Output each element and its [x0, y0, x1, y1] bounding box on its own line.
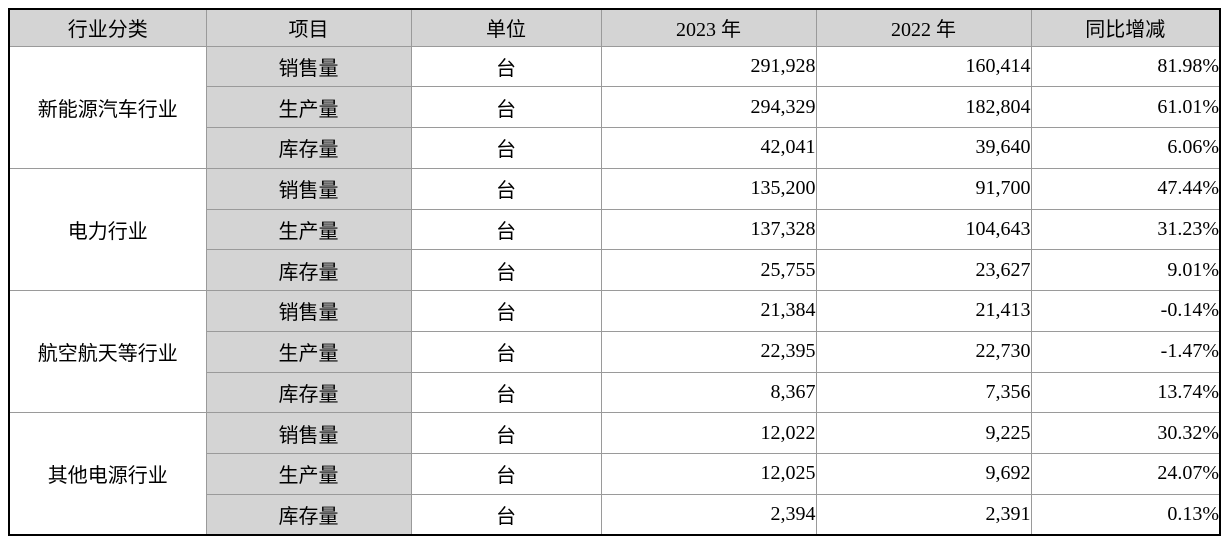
item-cell: 库存量	[205, 127, 412, 169]
unit-cell: 台	[410, 208, 602, 251]
table-body: 新能源汽车行业 销售量台 291,928 160,414 81.98% 生产量台 294,3…	[8, 45, 1221, 536]
unit-cell: 台	[410, 412, 602, 454]
value-2022-cell: 39,640	[815, 127, 1032, 169]
unit-cell: 台	[410, 493, 602, 536]
yoy-cell: 81.98%	[1030, 45, 1221, 88]
value-2023-cell: 42,041	[600, 127, 817, 169]
header-year-2023: 2023 年	[600, 8, 817, 47]
value-2023-cell: 25,755	[600, 249, 817, 291]
yoy-cell: 9.01%	[1030, 249, 1221, 291]
report-table-container: 行业分类 项目 单位 2023 年 2022 年 同比增减 新能源汽车行业 销售量…	[8, 8, 1221, 536]
unit-cell: 台	[410, 249, 602, 291]
yoy-cell: -0.14%	[1030, 290, 1221, 332]
yoy-cell: 47.44%	[1030, 167, 1221, 210]
header-industry-category: 行业分类	[8, 8, 207, 47]
industry-operating-data-table: 行业分类 项目 单位 2023 年 2022 年 同比增减 新能源汽车行业 销售量…	[8, 8, 1221, 536]
industry-cell: 其他电源行业	[8, 412, 207, 536]
header-yoy-change: 同比增减	[1030, 8, 1221, 47]
unit-cell: 台	[410, 453, 602, 495]
value-2022-cell: 91,700	[815, 167, 1032, 210]
industry-cell: 新能源汽车行业	[8, 45, 207, 169]
table-row: 生产量台 22,395 22,730 -1.47%	[9, 330, 1221, 373]
item-cell: 销售量	[205, 412, 412, 454]
table-row: 库存量台 25,755 23,627 9.01%	[9, 249, 1221, 291]
unit-cell: 台	[410, 45, 602, 88]
industry-cell: 航空航天等行业	[8, 289, 207, 414]
industry-cell: 电力行业	[8, 167, 207, 292]
table-row: 生产量台 12,025 9,692 24.07%	[9, 453, 1221, 495]
value-2022-cell: 9,225	[815, 412, 1032, 454]
value-2023-cell: 135,200	[600, 167, 817, 210]
value-2022-cell: 2,391	[815, 493, 1032, 536]
unit-cell: 台	[410, 167, 602, 210]
table-row: 生产量台 137,328 104,643 31.23%	[9, 208, 1221, 251]
item-cell: 库存量	[205, 249, 412, 291]
yoy-cell: 61.01%	[1030, 86, 1221, 128]
header-unit: 单位	[410, 8, 602, 47]
table-row: 生产量台 294,329 182,804 61.01%	[9, 86, 1221, 128]
value-2023-cell: 294,329	[600, 86, 817, 128]
value-2022-cell: 160,414	[815, 45, 1032, 88]
table-row: 新能源汽车行业 销售量台 291,928 160,414 81.98%	[8, 45, 1221, 169]
yoy-cell: 6.06%	[1030, 127, 1221, 169]
unit-cell: 台	[410, 371, 602, 414]
unit-cell: 台	[410, 290, 602, 332]
item-cell: 生产量	[205, 330, 412, 373]
table-row: 航空航天等行业 销售量台 21,384 21,413 -0.14%	[8, 289, 1221, 414]
table-row: 库存量台 2,394 2,391 0.13%	[9, 493, 1221, 536]
value-2023-cell: 291,928	[600, 45, 817, 88]
unit-cell: 台	[410, 86, 602, 128]
item-cell: 生产量	[205, 453, 412, 495]
value-2022-cell: 22,730	[815, 330, 1032, 373]
value-2022-cell: 23,627	[815, 249, 1032, 291]
value-2023-cell: 12,025	[600, 453, 817, 495]
item-cell: 库存量	[205, 493, 412, 536]
yoy-cell: 31.23%	[1030, 208, 1221, 251]
table-row: 电力行业 销售量台 135,200 91,700 47.44%	[8, 167, 1221, 292]
table-row: 其他电源行业 销售量台 12,022 9,225 30.32%	[8, 412, 1221, 536]
yoy-cell: -1.47%	[1030, 330, 1221, 373]
value-2022-cell: 7,356	[815, 371, 1032, 414]
unit-cell: 台	[410, 127, 602, 169]
header-row: 行业分类 项目 单位 2023 年 2022 年 同比增减	[8, 8, 1221, 47]
item-cell: 生产量	[205, 86, 412, 128]
item-cell: 销售量	[205, 167, 412, 210]
yoy-cell: 24.07%	[1030, 453, 1221, 495]
header-item: 项目	[205, 8, 412, 47]
value-2023-cell: 2,394	[600, 493, 817, 536]
header-year-2022: 2022 年	[815, 8, 1032, 47]
value-2023-cell: 8,367	[600, 371, 817, 414]
value-2023-cell: 21,384	[600, 290, 817, 332]
unit-cell: 台	[410, 330, 602, 373]
item-cell: 生产量	[205, 208, 412, 251]
table-row: 库存量台 42,041 39,640 6.06%	[9, 127, 1221, 169]
value-2022-cell: 9,692	[815, 453, 1032, 495]
value-2023-cell: 12,022	[600, 412, 817, 454]
item-cell: 库存量	[205, 371, 412, 414]
value-2023-cell: 137,328	[600, 208, 817, 251]
value-2022-cell: 21,413	[815, 290, 1032, 332]
value-2023-cell: 22,395	[600, 330, 817, 373]
table-row: 库存量台 8,367 7,356 13.74%	[9, 371, 1221, 414]
yoy-cell: 13.74%	[1030, 371, 1221, 414]
yoy-cell: 30.32%	[1030, 412, 1221, 454]
item-cell: 销售量	[205, 290, 412, 332]
value-2022-cell: 182,804	[815, 86, 1032, 128]
value-2022-cell: 104,643	[815, 208, 1032, 251]
yoy-cell: 0.13%	[1030, 493, 1221, 536]
item-cell: 销售量	[205, 45, 412, 88]
